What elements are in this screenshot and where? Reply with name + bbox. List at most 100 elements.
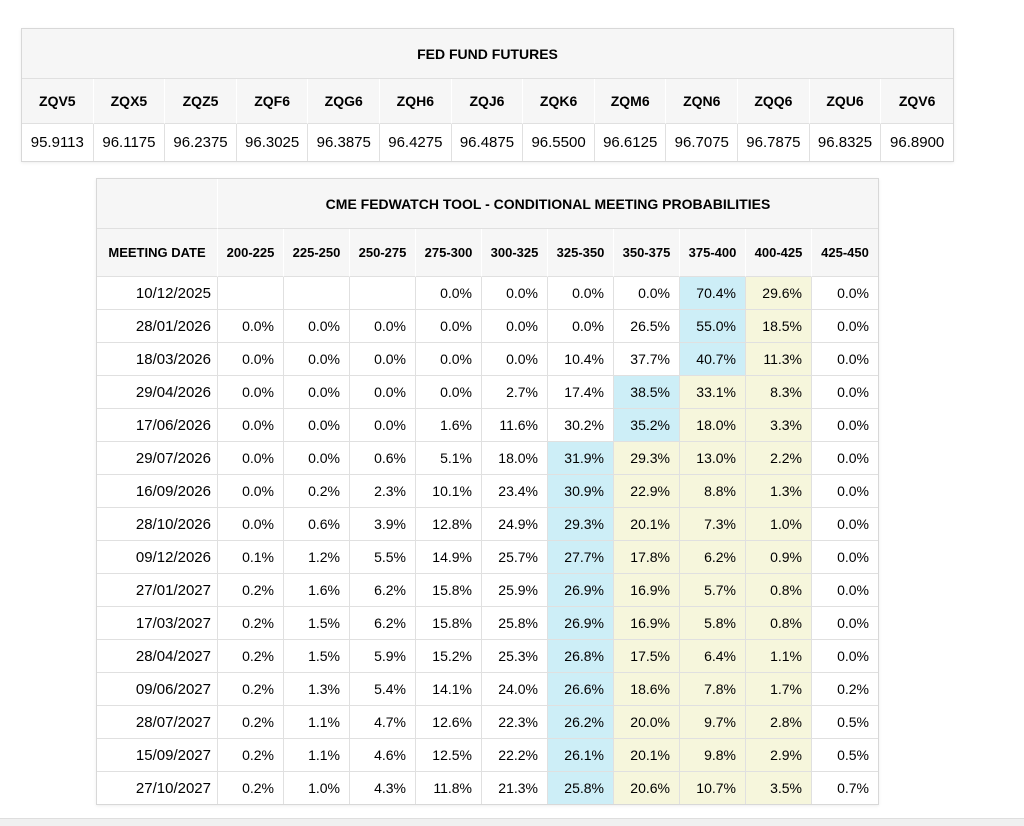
probability-cell: 15.8% — [416, 574, 482, 607]
probability-cell: 10.7% — [680, 772, 746, 804]
probability-cell: 18.5% — [746, 310, 812, 343]
rate-bucket-header-425-450: 425-450 — [812, 229, 878, 277]
probability-cell: 0.1% — [218, 541, 284, 574]
probability-cell: 31.9% — [548, 442, 614, 475]
futures-price-zqu6: 96.8325 — [809, 124, 882, 161]
probability-cell: 0.0% — [416, 376, 482, 409]
futures-ticker-zqf6: ZQF6 — [236, 79, 309, 124]
probability-cell: 0.2% — [812, 673, 878, 706]
probability-cell: 18.6% — [614, 673, 680, 706]
probability-cell: 0.0% — [812, 442, 878, 475]
probability-cell: 1.0% — [284, 772, 350, 804]
probability-cell: 4.6% — [350, 739, 416, 772]
futures-values-row: 95.9113 96.1175 96.2375 96.3025 96.3875 96.42… — [22, 124, 953, 161]
probability-cell: 2.8% — [746, 706, 812, 739]
futures-price-zqf6: 96.3025 — [236, 124, 309, 161]
probability-cell: 0.0% — [812, 310, 878, 343]
probability-cell: 17.5% — [614, 640, 680, 673]
probability-cell: 33.1% — [680, 376, 746, 409]
probability-cell: 0.2% — [218, 574, 284, 607]
probability-cell: 22.2% — [482, 739, 548, 772]
probability-cell: 18.0% — [680, 409, 746, 442]
rate-bucket-header-250-275: 250-275 — [350, 229, 416, 277]
probability-cell: 26.2% — [548, 706, 614, 739]
futures-price-zqg6: 96.3875 — [308, 124, 381, 161]
probability-cell: 0.0% — [482, 277, 548, 310]
probability-cell: 5.5% — [350, 541, 416, 574]
probability-cell: 1.2% — [284, 541, 350, 574]
probability-cell: 38.5% — [614, 376, 680, 409]
meeting-date-header: MEETING DATE — [97, 229, 218, 277]
probability-cell: 0.6% — [284, 508, 350, 541]
futures-price-zqj6: 96.4875 — [451, 124, 524, 161]
meeting-row: 09/12/2026 0.1% 1.2% 5.5% 14.9% 25.7% 27.7% 17.… — [97, 541, 878, 574]
probability-cell: 0.0% — [218, 508, 284, 541]
fedwatch-title-row: CME FEDWATCH TOOL - CONDITIONAL MEETING … — [97, 179, 878, 229]
probability-cell: 16.9% — [614, 607, 680, 640]
probability-cell: 25.7% — [482, 541, 548, 574]
probability-cell: 0.0% — [812, 640, 878, 673]
probability-cell: 0.8% — [746, 574, 812, 607]
probability-cell: 6.2% — [350, 574, 416, 607]
probability-cell: 0.0% — [350, 409, 416, 442]
probability-cell: 0.0% — [482, 343, 548, 376]
probability-cell: 6.2% — [680, 541, 746, 574]
probability-cell: 14.9% — [416, 541, 482, 574]
probability-cell: 17.8% — [614, 541, 680, 574]
futures-price-zqz5: 96.2375 — [165, 124, 237, 161]
meeting-row: 28/04/2027 0.2% 1.5% 5.9% 15.2% 25.3% 26.8% 17.… — [97, 640, 878, 673]
probability-cell: 0.0% — [284, 442, 350, 475]
probability-cell: 0.0% — [350, 310, 416, 343]
futures-price-zqv6: 96.8900 — [881, 124, 953, 161]
probability-cell: 7.8% — [680, 673, 746, 706]
probability-cell: 0.0% — [812, 607, 878, 640]
probability-cell: 3.5% — [746, 772, 812, 804]
probability-cell: 22.9% — [614, 475, 680, 508]
meeting-date-cell: 15/09/2027 — [97, 739, 218, 772]
probability-cell: 1.1% — [284, 739, 350, 772]
rate-bucket-header-275-300: 275-300 — [416, 229, 482, 277]
probability-cell: 0.2% — [218, 772, 284, 804]
probability-cell: 20.0% — [614, 706, 680, 739]
meeting-row: 28/01/2026 0.0% 0.0% 0.0% 0.0% 0.0% 0.0% 26.5% 5… — [97, 310, 878, 343]
probability-cell: 40.7% — [680, 343, 746, 376]
meeting-date-cell: 16/09/2026 — [97, 475, 218, 508]
meeting-date-cell: 28/04/2027 — [97, 640, 218, 673]
probability-cell: 11.6% — [482, 409, 548, 442]
probability-cell: 0.0% — [812, 409, 878, 442]
probability-cell — [284, 277, 350, 310]
probability-cell: 35.2% — [614, 409, 680, 442]
futures-header-row: ZQV5 ZQX5 ZQZ5 ZQF6 ZQG6 ZQH6 ZQJ6 ZQK6 ZQM6 ZQN6… — [22, 79, 953, 124]
probability-cell: 21.3% — [482, 772, 548, 804]
probability-cell: 0.2% — [218, 607, 284, 640]
probability-cell: 6.4% — [680, 640, 746, 673]
futures-price-zqm6: 96.6125 — [594, 124, 667, 161]
meeting-row: 17/06/2026 0.0% 0.0% 0.0% 1.6% 11.6% 30.2% 35.2… — [97, 409, 878, 442]
probability-cell: 15.8% — [416, 607, 482, 640]
page-bottom-edge — [0, 818, 1024, 826]
rate-bucket-header-400-425: 400-425 — [746, 229, 812, 277]
meeting-date-cell: 18/03/2026 — [97, 343, 218, 376]
meeting-date-cell: 17/06/2026 — [97, 409, 218, 442]
probability-cell: 24.9% — [482, 508, 548, 541]
futures-price-zqh6: 96.4275 — [380, 124, 452, 161]
probability-cell: 0.0% — [548, 277, 614, 310]
futures-price-zqk6: 96.5500 — [523, 124, 595, 161]
probability-cell: 37.7% — [614, 343, 680, 376]
probability-cell: 4.7% — [350, 706, 416, 739]
rate-bucket-header-200-225: 200-225 — [218, 229, 284, 277]
probability-cell: 0.0% — [218, 343, 284, 376]
probability-cell: 55.0% — [680, 310, 746, 343]
probability-cell: 16.9% — [614, 574, 680, 607]
probability-cell: 0.0% — [284, 343, 350, 376]
probability-cell: 1.6% — [284, 574, 350, 607]
probability-cell: 0.5% — [812, 739, 878, 772]
probability-cell: 0.0% — [350, 376, 416, 409]
probability-cell: 8.8% — [680, 475, 746, 508]
futures-price-zqx5: 96.1175 — [93, 124, 166, 161]
futures-ticker-zqq6: ZQQ6 — [738, 79, 810, 124]
probability-cell: 26.9% — [548, 607, 614, 640]
probability-cell: 26.8% — [548, 640, 614, 673]
probability-cell: 1.0% — [746, 508, 812, 541]
futures-ticker-zqn6: ZQN6 — [666, 79, 739, 124]
